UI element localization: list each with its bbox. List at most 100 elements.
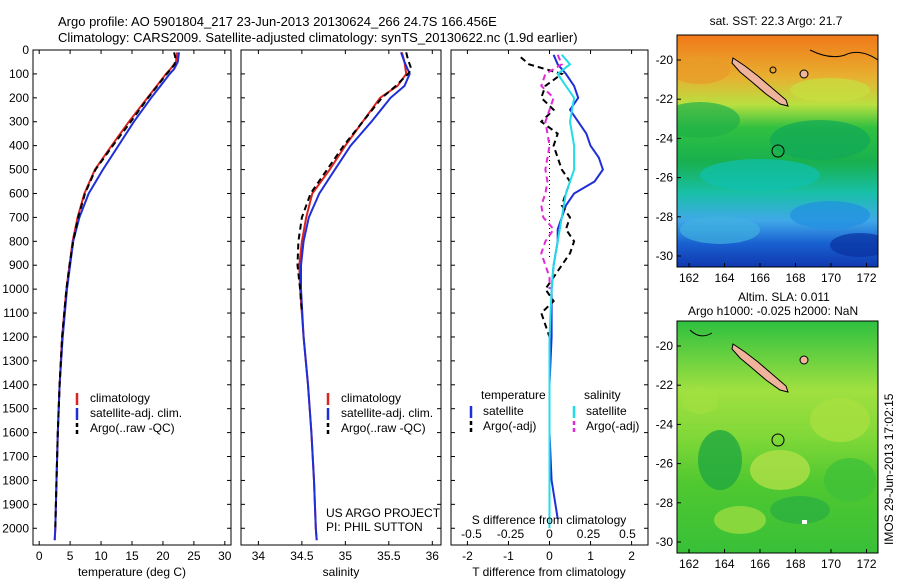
x-tick-label: 0: [36, 549, 43, 563]
legend-salinity-title: salinity: [584, 388, 621, 402]
map-x-tick-label: 172: [856, 271, 876, 285]
series-line-sal-argo: [540, 54, 564, 290]
depth-tick-label: 0: [22, 43, 29, 57]
sst-map-panel: sat. SST: 22.3 Argo: 21.7 162 164 166 168 17…: [656, 14, 879, 285]
sst-patch: [700, 159, 820, 191]
depth-tick-label: 1800: [2, 473, 29, 487]
new-caledonia-land-2: [731, 343, 789, 393]
depth-tick-label: 1200: [2, 330, 29, 344]
x-tick-label: 20: [156, 549, 170, 563]
map-y-tick-label: -24: [656, 417, 674, 431]
depth-tick-label: 300: [9, 115, 29, 129]
series-line-argo-raw-qc-: [54, 52, 177, 529]
temperature-panel: 0100200300400500600700800900100011001200…: [2, 43, 648, 579]
depth-tick-label: 1700: [2, 450, 29, 464]
depth-tick-label: 100: [9, 67, 29, 81]
legend-label: satellite-adj. clim.: [341, 406, 433, 420]
map-y-tick-label: -26: [656, 457, 674, 471]
sla-patch: [750, 450, 810, 490]
legend-label: climatology: [90, 391, 150, 405]
top-tick-label: 0: [546, 527, 553, 541]
argo-position-marker-2: [771, 433, 785, 447]
x-tick-label: 34.5: [290, 549, 314, 563]
depth-tick-label: 600: [9, 186, 29, 200]
legend-label: satellite: [483, 404, 524, 418]
sst-patch: [830, 233, 878, 257]
x-tick-label: 34: [252, 549, 266, 563]
map-x-tick-label: 166: [750, 557, 770, 571]
legend-temperature-title: temperature: [481, 388, 546, 402]
x-tick-label: -2: [462, 549, 473, 563]
top-tick-label: -0.5: [461, 527, 482, 541]
map-x-tick-label: 162: [679, 557, 699, 571]
depth-tick-label: 800: [9, 234, 29, 248]
depth-tick-label: 700: [9, 210, 29, 224]
series-line-satellite: [548, 54, 605, 519]
legend-label: climatology: [341, 391, 401, 405]
depth-tick-label: 1500: [2, 402, 29, 416]
legend-label: Argo(..raw -QC): [90, 421, 175, 435]
depth-tick-label: 1600: [2, 426, 29, 440]
series-line-satellite-adj-clim-: [53, 52, 180, 541]
sla-map-frame: [676, 320, 879, 554]
series-line-climatology: [53, 52, 179, 541]
pi-label: PI: PHIL SUTTON: [326, 520, 423, 534]
difference-series: [520, 54, 605, 529]
depth-tick-label: 2000: [2, 521, 29, 535]
depth-axis: 0 100 200 300 400 500 600 700 800 900 1000 1100 1200…: [2, 43, 648, 535]
map-x-tick-label: 168: [785, 557, 805, 571]
difference-x-axis: -2 -1 0 1 2 -0.5 -0.25 0 0.25 0.5: [461, 50, 636, 563]
map-x-tick-label: 172: [856, 557, 876, 571]
legend-label: satellite: [586, 404, 627, 418]
sla-patch: [714, 506, 766, 534]
map-y-tick-label: -30: [656, 535, 674, 549]
sst-patch: [680, 216, 760, 244]
salinity-xlabel: salinity: [323, 565, 360, 579]
salinity-x-axis: 34 34.5 35 35.5 36: [252, 50, 440, 563]
difference-top-label: S difference from climatology: [472, 513, 627, 527]
map-y-tick-label: -20: [656, 339, 674, 353]
top-tick-label: 0.25: [577, 527, 601, 541]
sla-patch: [682, 386, 718, 414]
sla-map-panel: Altim. SLA: 0.011 Argo h1000: -0.025 h20…: [656, 290, 879, 571]
depth-tick-label: 500: [9, 163, 29, 177]
series-line-argo-adj-: [520, 56, 576, 529]
figure-title-line1: Argo profile: AO 5901804_217 23-Jun-2013…: [58, 14, 497, 29]
sst-patch: [677, 56, 730, 84]
depth-tick-label: 900: [9, 258, 29, 272]
top-tick-label: -0.25: [497, 527, 525, 541]
map-x-tick-label: 170: [821, 557, 841, 571]
difference-legend: temperature salinity satelliteArgo(-adj)…: [469, 388, 639, 433]
depth-tick-label: 1300: [2, 354, 29, 368]
sst-map-title: sat. SST: 22.3 Argo: 21.7: [710, 14, 843, 28]
temperature-series: [53, 52, 180, 541]
island-2: [769, 66, 777, 74]
sla-map-title-line2: Argo h1000: -0.025 h2000: NaN: [688, 304, 858, 318]
depth-tick-label: 1400: [2, 378, 29, 392]
map-x-tick-label: 170: [821, 271, 841, 285]
map-y-tick-label: -26: [656, 171, 674, 185]
x-tick-label: 2: [628, 549, 635, 563]
x-tick-label: -1: [503, 549, 514, 563]
loyalty-island: [799, 69, 809, 79]
sla-field-texture: [682, 386, 876, 534]
credit-stamp: IMOS 29-Jun-2013 17:02:15: [882, 393, 896, 545]
sst-patch: [677, 102, 740, 138]
map-x-tick-label: 166: [750, 271, 770, 285]
new-caledonia-land: [731, 57, 789, 107]
temperature-x-axis: 0 5 10 15 20 25 30: [36, 50, 232, 563]
map-y-tick-label: -24: [656, 131, 674, 145]
x-tick-label: 36: [426, 549, 440, 563]
salinity-panel: 34 34.5 35 35.5 36 salinity climatologysatel…: [240, 49, 442, 579]
salinity-series: [296, 52, 413, 541]
depth-tick-label: 1000: [2, 282, 29, 296]
x-tick-label: 10: [94, 549, 108, 563]
sst-patch: [770, 120, 870, 160]
map-x-tick-label: 164: [714, 271, 734, 285]
x-tick-label: 30: [218, 549, 232, 563]
x-tick-label: 35: [339, 549, 353, 563]
legend-label: Argo(-adj): [483, 419, 536, 433]
map-x-tick-label: 168: [785, 271, 805, 285]
